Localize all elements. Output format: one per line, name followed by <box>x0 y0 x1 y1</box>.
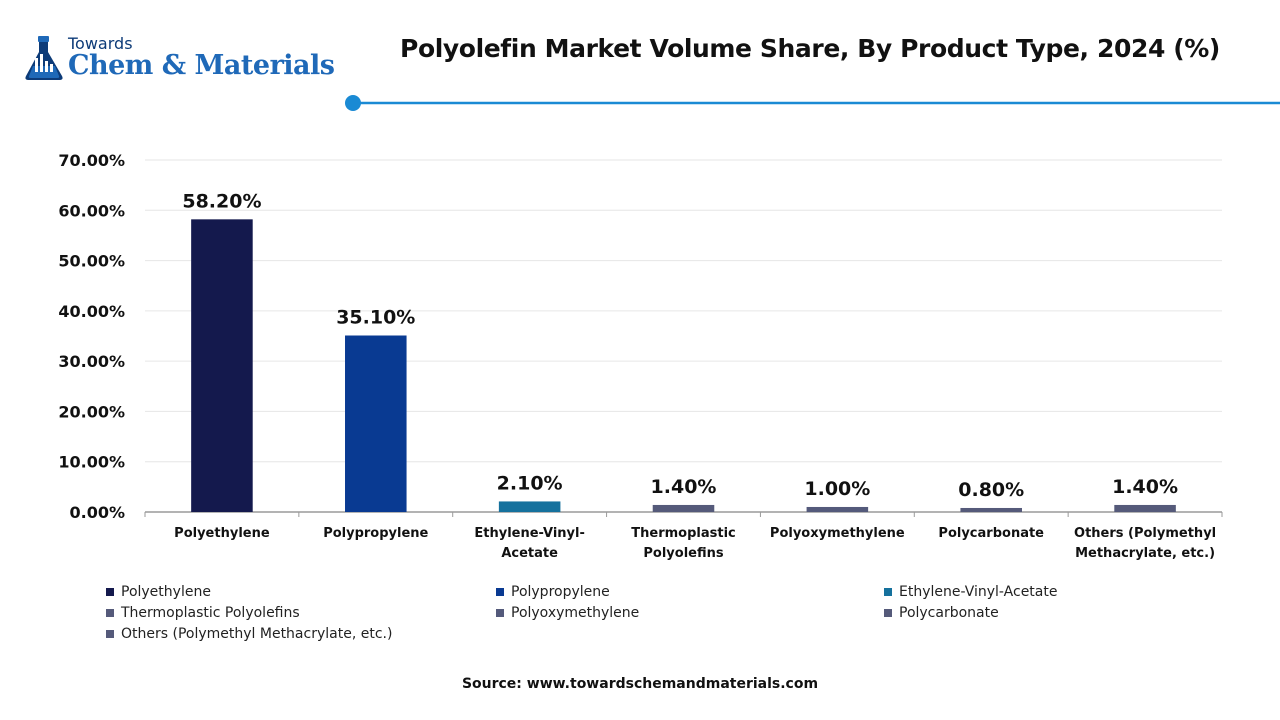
legend-label: Polycarbonate <box>899 605 999 621</box>
legend-swatch <box>106 609 114 617</box>
legend-label: Polypropylene <box>511 584 610 600</box>
x-category-label: Acetate <box>501 546 558 561</box>
logo-text-main: Chem & Materials <box>68 50 335 81</box>
legend-item: Ethylene-Vinyl-Acetate <box>884 584 1057 600</box>
bar <box>960 507 1022 512</box>
chart-title: Polyolefin Market Volume Share, By Produ… <box>400 34 1220 63</box>
y-tick-label: 30.00% <box>58 352 125 371</box>
x-category-label: Thermoplastic <box>631 526 735 541</box>
x-category-label: Methacrylate, etc.) <box>1075 546 1215 561</box>
legend-item: Polyoxymethylene <box>496 605 639 621</box>
logo-text-top: Towards <box>68 34 133 53</box>
bar-value-label: 1.40% <box>1112 476 1178 498</box>
x-category-label: Polyolefins <box>643 546 723 561</box>
flask-logo-icon <box>25 36 63 80</box>
legend-swatch <box>106 630 114 638</box>
x-category-label: Ethylene-Vinyl- <box>474 526 585 541</box>
source-note: Source: www.towardschemandmaterials.com <box>461 676 819 692</box>
y-tick-label: 40.00% <box>58 302 125 321</box>
title-divider-dot <box>345 95 361 111</box>
bar-chart: 0.00% 10.00% 20.00% 30.00% 40.00% 50.00% 60.00… <box>58 151 1223 561</box>
title-divider <box>345 95 1280 111</box>
x-category-label: Polyoxymethylene <box>770 526 905 541</box>
legend-item: Polycarbonate <box>884 605 999 621</box>
bar <box>498 501 561 512</box>
bar-value-label: 0.80% <box>958 479 1024 501</box>
legend-label: Thermoplastic Polyolefins <box>121 605 300 621</box>
x-category-label: Others (Polymethyl <box>1074 526 1216 541</box>
y-tick-label: 10.00% <box>58 453 125 472</box>
bar <box>191 219 253 512</box>
bar <box>345 335 407 512</box>
bar <box>652 504 715 512</box>
legend-item: Others (Polymethyl Methacrylate, etc.) <box>106 626 392 642</box>
legend-item: Thermoplastic Polyolefins <box>106 605 300 621</box>
legend-item: Polypropylene <box>496 584 610 600</box>
bar-value-label: 2.10% <box>497 472 563 494</box>
legend-label: Polyethylene <box>121 584 211 600</box>
bar-value-label: 35.10% <box>336 306 415 328</box>
y-tick-label: 50.00% <box>58 252 125 271</box>
x-category-label: Polycarbonate <box>938 526 1044 541</box>
bar-value-label: 1.00% <box>804 478 870 500</box>
x-category-label: Polypropylene <box>323 526 428 541</box>
legend-item: Polyethylene <box>106 584 211 600</box>
bar <box>806 506 869 512</box>
legend-label: Others (Polymethyl Methacrylate, etc.) <box>121 626 393 642</box>
y-tick-label: 70.00% <box>58 151 125 170</box>
legend-swatch <box>884 609 892 617</box>
bar-value-label: 58.20% <box>182 190 261 212</box>
legend-swatch <box>496 609 504 617</box>
x-category-label: Polyethylene <box>174 526 270 541</box>
legend-swatch <box>496 588 504 596</box>
y-tick-label: 60.00% <box>58 201 125 220</box>
y-tick-label: 20.00% <box>58 402 125 421</box>
bar <box>1114 504 1176 512</box>
legend-label: Polyoxymethylene <box>511 605 640 621</box>
bar-value-label: 1.40% <box>651 476 717 498</box>
brand-logo: Towards Chem & Materials <box>22 30 342 90</box>
legend-label: Ethylene-Vinyl-Acetate <box>899 584 1058 600</box>
legend-swatch <box>884 588 892 596</box>
y-tick-label: 0.00% <box>69 503 125 522</box>
legend-swatch <box>106 588 114 596</box>
